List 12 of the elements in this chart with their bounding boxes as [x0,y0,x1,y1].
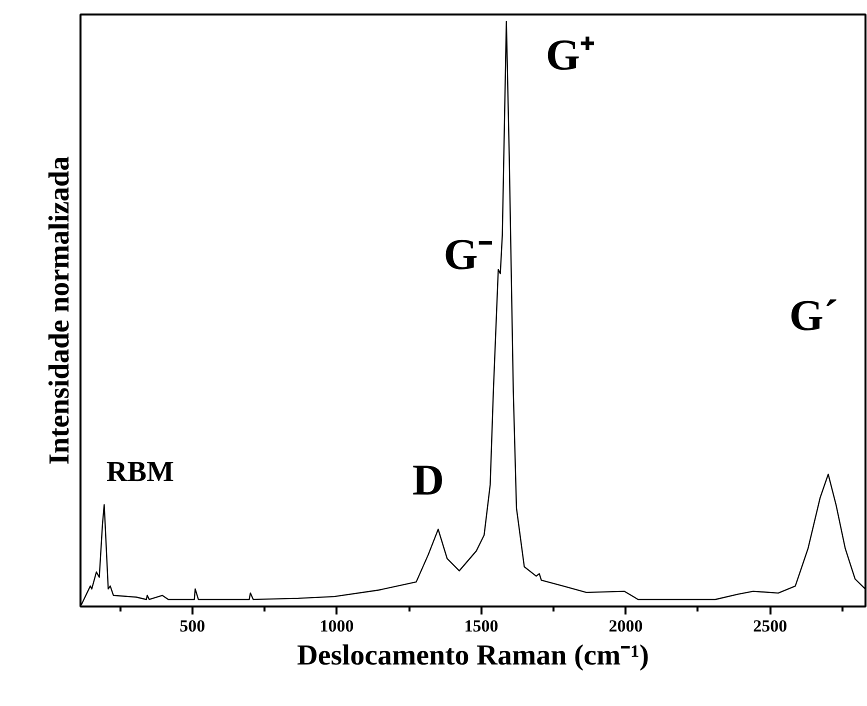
annotation: D [412,456,444,505]
y-axis-title: Intensidade normalizada [44,156,76,465]
annotation: RBM [106,456,174,488]
x-tick-label: 500 [180,616,206,636]
x-tick-label: 1500 [464,616,498,636]
annotation: G⁻ [444,230,493,280]
annotation: G´ [789,291,838,340]
x-tick-label: 2500 [753,616,788,636]
x-tick-label: 1000 [320,616,354,636]
x-axis-title: Deslocamento Raman (cm⁻¹) [296,640,650,672]
x-tick-label: 2000 [608,616,643,636]
annotation: G⁺ [546,30,595,80]
